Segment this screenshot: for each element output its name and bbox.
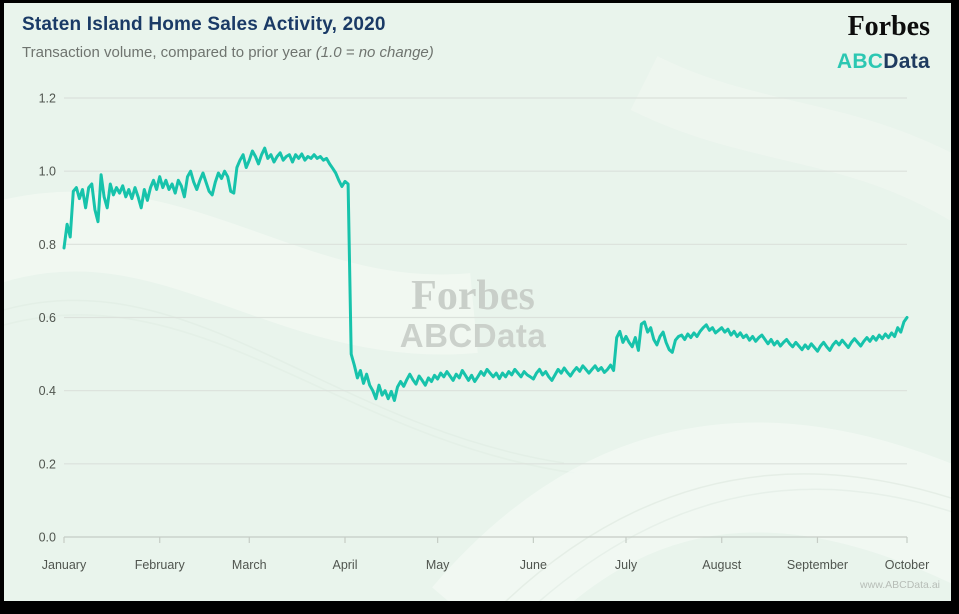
subtitle-italic: (1.0 = no change)	[315, 44, 434, 61]
background-wave-pattern	[4, 56, 951, 601]
chart-subtitle: Transaction volume, compared to prior ye…	[22, 44, 434, 61]
forbes-logo: Forbes	[847, 11, 930, 42]
chart-card: Forbes ABCData 0.0 0.2 0.4 0.6 0.8 1.0 1.2 Janu…	[4, 3, 951, 601]
x-axis-label: May	[426, 558, 450, 572]
x-axis-label: March	[232, 558, 267, 572]
x-axis-label: January	[42, 558, 87, 572]
y-axis-label: 1.2	[39, 92, 56, 106]
y-axis-label: 0.4	[39, 384, 56, 398]
source-credit: www.ABCData.ai	[860, 579, 940, 591]
sales-activity-line	[62, 146, 909, 402]
y-axis-label: 0.6	[39, 311, 56, 325]
subtitle-plain: Transaction volume, compared to prior ye…	[22, 44, 316, 61]
x-axis-label: October	[885, 558, 929, 572]
abcdata-logo: ABCData	[837, 50, 930, 74]
x-axis-label: June	[520, 558, 547, 572]
x-axis-label: September	[787, 558, 848, 572]
x-axis-label: April	[332, 558, 357, 572]
x-axis-label: August	[702, 558, 741, 572]
abcdata-logo-abc: ABC	[836, 50, 884, 73]
y-axis-label: 0.0	[39, 531, 56, 545]
chart-title: Staten Island Home Sales Activity, 2020	[22, 14, 386, 35]
x-axis-label: July	[615, 558, 638, 572]
abcdata-logo-data: Data	[883, 50, 930, 73]
y-axis-label: 0.8	[39, 238, 56, 252]
y-axis-label: 1.0	[39, 165, 56, 179]
line-chart: 0.0 0.2 0.4 0.6 0.8 1.0 1.2 January February Marc…	[39, 92, 930, 572]
y-axis-label: 0.2	[39, 457, 56, 471]
x-axis-label: February	[135, 558, 186, 572]
